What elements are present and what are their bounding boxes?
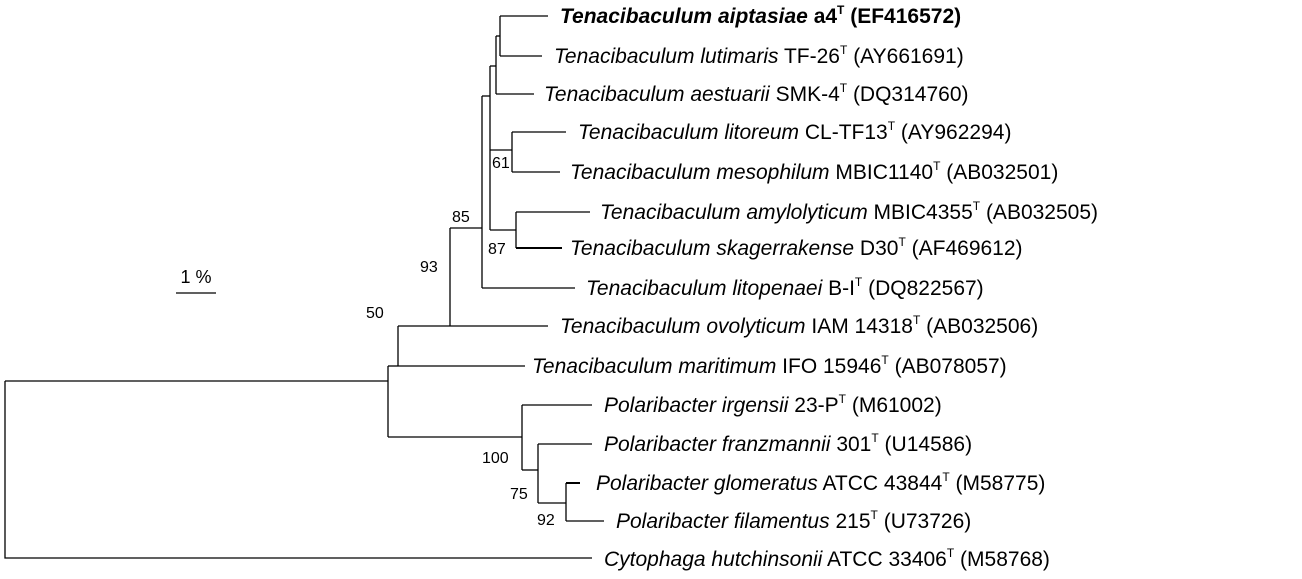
taxon-label: Polaribacter irgensii 23-PT (M61002) (604, 392, 942, 417)
bootstrap-50: 50 (366, 305, 384, 322)
tree-branches (4, 15, 604, 559)
bootstrap-values: 61 85 87 93 50 100 75 92 (366, 155, 555, 529)
taxon-label: Cytophaga hutchinsonii ATCC 33406T (M587… (604, 546, 1050, 571)
taxon-label: Polaribacter filamentus 215T (U73726) (616, 508, 971, 533)
taxon-label: Tenacibaculum amylolyticum MBIC4355T (AB… (600, 199, 1098, 224)
taxon-label: Tenacibaculum litopenaei B-IT (DQ822567) (586, 275, 984, 300)
taxon-label: Tenacibaculum ovolyticum IAM 14318T (AB0… (560, 313, 1038, 338)
taxon-label: Tenacibaculum aestuarii SMK-4T (DQ314760… (544, 81, 969, 106)
scale-bar-label: 1 % (180, 267, 211, 287)
taxon-label: Tenacibaculum litoreum CL-TF13T (AY96229… (578, 119, 1011, 144)
bootstrap-61: 61 (492, 155, 510, 172)
taxon-label: Polaribacter glomeratus ATCC 43844T (M58… (596, 470, 1045, 495)
taxon-label: Tenacibaculum mesophilum MBIC1140T (AB03… (570, 159, 1058, 184)
bootstrap-100: 100 (482, 450, 509, 467)
taxon-label: Tenacibaculum skagerrakense D30T (AF4696… (570, 235, 1023, 260)
taxon-label: Tenacibaculum maritimum IFO 15946T (AB07… (532, 353, 1007, 378)
bootstrap-92: 92 (537, 512, 555, 529)
taxon-label: Tenacibaculum aiptasiae a4T (EF416572) (560, 3, 961, 28)
bootstrap-75: 75 (510, 486, 528, 503)
branch-cytophaga (4, 381, 592, 559)
taxon-label: Polaribacter franzmannii 301T (U14586) (604, 431, 972, 456)
taxon-label: Tenacibaculum lutimaris TF-26T (AY661691… (554, 43, 964, 68)
bootstrap-87: 87 (488, 241, 506, 258)
bootstrap-93: 93 (420, 259, 438, 276)
taxon-labels: Tenacibaculum aiptasiae a4T (EF416572) T… (532, 3, 1098, 571)
bootstrap-85: 85 (452, 209, 470, 226)
